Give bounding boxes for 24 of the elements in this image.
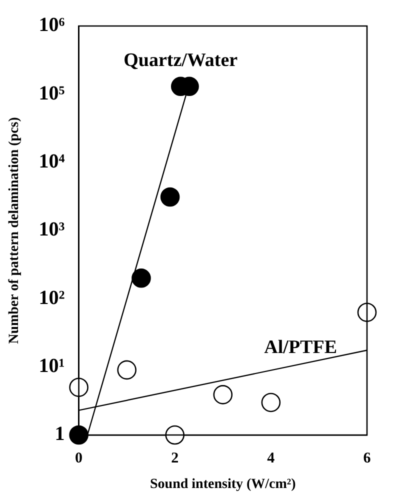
point (357, 302, 377, 322)
series-label: Quartz/Water (124, 50, 238, 71)
point (160, 187, 180, 207)
point (213, 385, 233, 404)
y-axis-title: Number of pattern delamination (pcs) (7, 116, 22, 344)
y-tick-label: 10⁵ (38, 82, 65, 104)
point (261, 392, 281, 412)
point (69, 425, 88, 445)
series-label: Al/PTFE (264, 336, 338, 358)
point (69, 378, 88, 398)
x-tick-label: 4 (267, 450, 276, 466)
point (132, 268, 151, 288)
y-tick-label: 10² (38, 286, 65, 309)
x-axis-title: Sound intensity (W/cm²) (150, 477, 296, 492)
point (165, 425, 185, 445)
y-tick-label: 1 (54, 423, 65, 446)
y-tick-label: 10⁴ (38, 150, 65, 173)
y-tick-label: 10⁶ (38, 14, 65, 36)
point (117, 360, 136, 380)
x-tick-label: 6 (363, 450, 372, 466)
x-tick-label: 0 (75, 450, 83, 466)
y-tick-label: 10¹ (38, 355, 65, 378)
x-tick-label: 2 (171, 450, 179, 466)
y-tick-label: 10³ (38, 218, 65, 241)
